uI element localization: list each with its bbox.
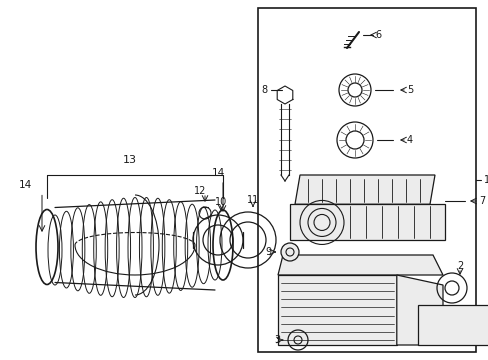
Text: 3: 3 [273,335,280,345]
Polygon shape [396,275,442,345]
Text: 8: 8 [260,85,266,95]
Text: 10: 10 [214,197,226,207]
Circle shape [281,243,298,261]
Text: 6: 6 [374,30,380,40]
Text: 9: 9 [265,247,271,257]
Text: 14: 14 [211,168,224,178]
Text: 5: 5 [406,85,412,95]
Text: 1: 1 [483,175,488,185]
Text: 12: 12 [193,186,206,196]
Text: 2: 2 [456,261,462,271]
Text: 13: 13 [123,155,137,165]
Polygon shape [278,255,442,275]
Text: 11: 11 [246,195,259,205]
Bar [258,8,475,352]
Polygon shape [417,305,488,345]
Polygon shape [289,204,444,240]
Text: 14: 14 [19,180,32,190]
Polygon shape [294,175,434,204]
Text: 4: 4 [406,135,412,145]
Bar [278,275,396,345]
Text: 7: 7 [478,196,484,206]
